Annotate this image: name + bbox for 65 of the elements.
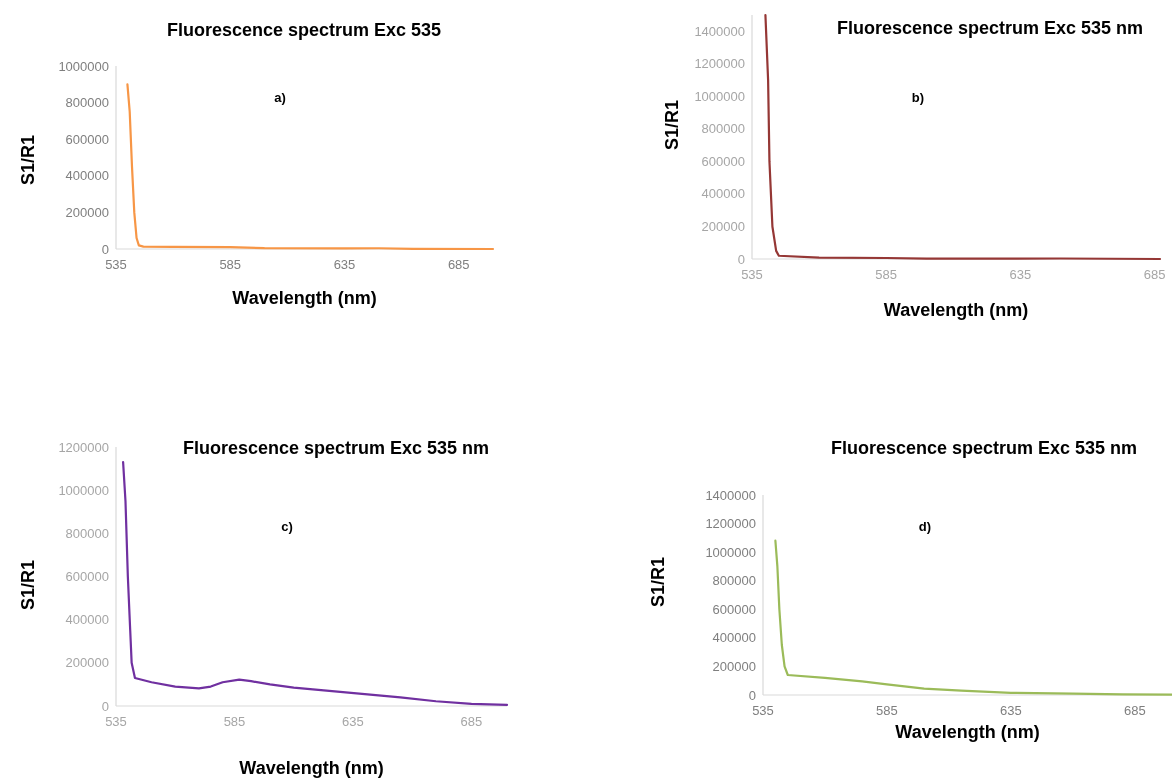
- y-axis-title: S1/R1: [18, 134, 38, 186]
- y-tick-label: 400000: [712, 630, 756, 646]
- y-tick-label: 800000: [712, 573, 756, 589]
- y-tick-label: 600000: [65, 569, 109, 585]
- chart-title: Fluorescence spectrum Exc 535 nm: [836, 18, 1144, 38]
- y-tick-label: 800000: [701, 121, 745, 137]
- x-axis-title: Wavelength (nm): [232, 288, 377, 308]
- y-tick-label: 200000: [65, 655, 109, 671]
- y-tick-label: 600000: [712, 601, 756, 617]
- annotation: b): [911, 90, 925, 105]
- y-tick-label: 0: [737, 251, 745, 267]
- x-tick-label: 535: [741, 267, 763, 282]
- y-tick-label: 200000: [65, 204, 109, 220]
- y-tick-label: 1200000: [58, 439, 109, 455]
- x-tick-label: 635: [1000, 703, 1022, 718]
- x-tick-label: 685: [447, 257, 470, 272]
- y-tick-label: 200000: [701, 219, 745, 235]
- chart-title: Fluorescence spectrum Exc 535 nm: [830, 438, 1138, 458]
- x-tick-label: 585: [875, 267, 898, 282]
- y-axis-title: S1/R1: [648, 556, 668, 608]
- y-axis-title: S1/R1: [662, 99, 682, 151]
- x-tick-label: 585: [223, 714, 246, 729]
- line-series: [126, 83, 495, 251]
- line-series: [764, 13, 1162, 261]
- annotation: d): [918, 519, 932, 534]
- y-tick-label: 0: [101, 698, 109, 714]
- y-axis-title: S1/R1: [18, 559, 38, 611]
- x-axis-title: Wavelength (nm): [883, 300, 1029, 320]
- y-tick-label: 800000: [65, 525, 109, 541]
- y-tick-label: 1000000: [694, 88, 745, 104]
- y-tick-label: 0: [101, 241, 109, 257]
- chart-title: Fluorescence spectrum Exc 535 nm: [182, 438, 490, 458]
- x-tick-label: 535: [105, 714, 127, 729]
- x-axis-title: Wavelength (nm): [895, 722, 1040, 742]
- line-series: [774, 539, 1172, 696]
- x-tick-label: 685: [1123, 703, 1146, 718]
- y-tick-label: 1400000: [705, 487, 756, 503]
- x-tick-label: 535: [752, 703, 774, 718]
- x-axis-title: Wavelength (nm): [239, 758, 384, 778]
- y-tick-label: 1400000: [694, 23, 745, 39]
- x-tick-label: 685: [1143, 267, 1166, 282]
- x-tick-label: 585: [876, 703, 898, 718]
- y-tick-label: 1000000: [705, 544, 756, 560]
- y-tick-label: 400000: [65, 168, 109, 184]
- y-tick-label: 1000000: [58, 58, 109, 74]
- y-tick-label: 800000: [65, 95, 109, 111]
- x-tick-label: 635: [333, 257, 356, 272]
- y-tick-label: 0: [748, 687, 756, 703]
- y-tick-label: 1000000: [58, 482, 109, 498]
- y-tick-label: 400000: [65, 612, 109, 628]
- y-tick-label: 1200000: [705, 516, 756, 532]
- annotation: a): [274, 90, 286, 105]
- x-tick-label: 585: [219, 257, 242, 272]
- y-tick-label: 200000: [712, 658, 756, 674]
- x-tick-label: 635: [1009, 267, 1032, 282]
- x-tick-label: 635: [342, 714, 364, 729]
- y-tick-label: 1200000: [694, 56, 745, 72]
- x-tick-label: 535: [105, 257, 127, 272]
- line-series: [122, 461, 509, 707]
- y-tick-label: 600000: [701, 153, 745, 169]
- x-tick-label: 685: [460, 714, 483, 729]
- y-tick-label: 600000: [65, 131, 109, 147]
- y-tick-label: 400000: [701, 186, 745, 202]
- annotation: c): [281, 519, 293, 534]
- chart-title: Fluorescence spectrum Exc 535: [166, 20, 442, 40]
